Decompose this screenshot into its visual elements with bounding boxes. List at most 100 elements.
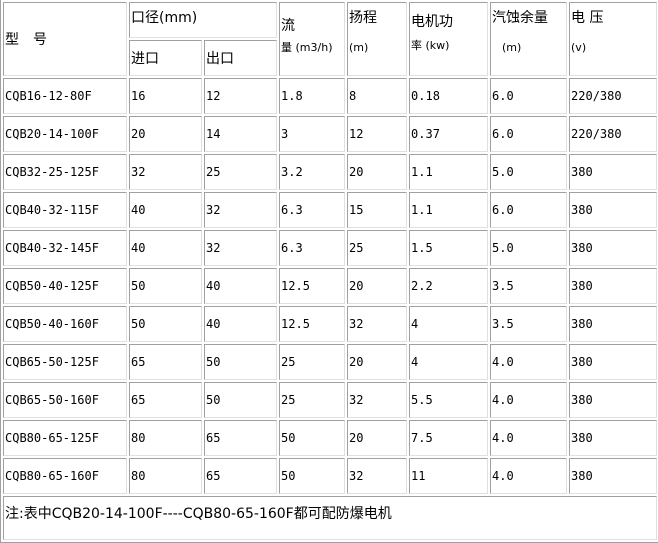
- table-row: CQB65-50-160F 65 50 25 32 5.5 4.0 380: [3, 382, 657, 418]
- table-row: CQB40-32-115F 40 32 6.3 15 1.1 6.0 380: [3, 192, 657, 228]
- npsh-unit: (m): [502, 41, 522, 54]
- cell-npsh: 4.0: [490, 420, 568, 456]
- cell-npsh: 3.5: [490, 306, 568, 342]
- cell-model: CQB40-32-115F: [3, 192, 127, 228]
- cell-flow: 50: [279, 458, 346, 494]
- table-row: CQB50-40-160F 50 40 12.5 32 4 3.5 380: [3, 306, 657, 342]
- cell-voltage: 380: [569, 230, 657, 266]
- power-unit: 率 (kw): [411, 39, 450, 52]
- cell-outlet: 14: [204, 116, 278, 152]
- cell-voltage: 380: [569, 382, 657, 418]
- cell-outlet: 25: [204, 154, 278, 190]
- header-subrow: 进口 出口: [3, 40, 657, 76]
- cell-inlet: 80: [129, 420, 202, 456]
- cell-power: 0.37: [409, 116, 489, 152]
- cell-head: 15: [347, 192, 408, 228]
- cell-inlet: 80: [129, 458, 202, 494]
- head-unit: (m): [349, 41, 369, 54]
- cell-inlet: 20: [129, 116, 202, 152]
- table-row: CQB50-40-125F 50 40 12.5 20 2.2 3.5 380: [3, 268, 657, 304]
- cell-head: 20: [347, 154, 408, 190]
- cell-power: 7.5: [409, 420, 489, 456]
- cell-npsh: 4.0: [490, 344, 568, 380]
- note-row: 注:表中CQB20-14-100F----CQB80-65-160F都可配防爆电…: [3, 496, 657, 540]
- table-row: CQB80-65-160F 80 65 50 32 11 4.0 380: [3, 458, 657, 494]
- cell-inlet: 65: [129, 382, 202, 418]
- cell-outlet: 40: [204, 306, 278, 342]
- cell-voltage: 380: [569, 306, 657, 342]
- cell-inlet: 16: [129, 78, 202, 114]
- cell-outlet: 32: [204, 192, 278, 228]
- cell-power: 4: [409, 344, 489, 380]
- cell-power: 1.1: [409, 154, 489, 190]
- cell-npsh: 6.0: [490, 78, 568, 114]
- flow-unit: 量 (m3/h): [281, 41, 333, 54]
- cell-head: 12: [347, 116, 408, 152]
- cell-head: 25: [347, 230, 408, 266]
- cell-power: 1.1: [409, 192, 489, 228]
- cell-head: 32: [347, 382, 408, 418]
- cell-outlet: 32: [204, 230, 278, 266]
- cell-npsh: 6.0: [490, 116, 568, 152]
- cell-flow: 50: [279, 420, 346, 456]
- header-row: 型 号 口径(mm) 流量 (m3/h) 扬程 (m) 电机功率 (kw) 汽蚀余…: [3, 2, 657, 76]
- cell-power: 0.18: [409, 78, 489, 114]
- table-row: CQB65-50-125F 65 50 25 20 4 4.0 380: [3, 344, 657, 380]
- cell-voltage: 380: [569, 192, 657, 228]
- cell-model: CQB32-25-125F: [3, 154, 127, 190]
- cell-head: 32: [347, 306, 408, 342]
- table-row: CQB32-25-125F 32 25 3.2 20 1.1 5.0 380: [3, 154, 657, 190]
- cell-npsh: 5.0: [490, 230, 568, 266]
- header-model: 型 号: [3, 2, 127, 76]
- cell-flow: 12.5: [279, 268, 346, 304]
- cell-model: CQB40-32-145F: [3, 230, 127, 266]
- cell-flow: 3: [279, 116, 346, 152]
- cell-model: CQB80-65-125F: [3, 420, 127, 456]
- cell-model: CQB50-40-160F: [3, 306, 127, 342]
- cell-outlet: 65: [204, 420, 278, 456]
- cell-head: 20: [347, 344, 408, 380]
- cell-power: 11: [409, 458, 489, 494]
- cell-head: 20: [347, 420, 408, 456]
- cell-power: 2.2: [409, 268, 489, 304]
- cell-inlet: 32: [129, 154, 202, 190]
- table-row: CQB20-14-100F 20 14 3 12 0.37 6.0 220/380: [3, 116, 657, 152]
- cell-head: 20: [347, 268, 408, 304]
- npsh-label: 汽蚀余量: [492, 10, 549, 26]
- header-flow: 流量 (m3/h): [279, 2, 346, 76]
- cell-inlet: 50: [129, 306, 202, 342]
- cell-voltage: 380: [569, 344, 657, 380]
- cell-inlet: 40: [129, 230, 202, 266]
- cell-flow: 3.2: [279, 154, 346, 190]
- cell-model: CQB50-40-125F: [3, 268, 127, 304]
- cell-inlet: 50: [129, 268, 202, 304]
- cell-outlet: 65: [204, 458, 278, 494]
- cell-voltage: 380: [569, 458, 657, 494]
- cell-model: CQB65-50-160F: [3, 382, 127, 418]
- cell-voltage: 380: [569, 268, 657, 304]
- cell-inlet: 40: [129, 192, 202, 228]
- cell-outlet: 12: [204, 78, 278, 114]
- cell-model: CQB20-14-100F: [3, 116, 127, 152]
- cell-model: CQB65-50-125F: [3, 344, 127, 380]
- flow-label: 流: [281, 18, 296, 34]
- cell-voltage: 220/380: [569, 78, 657, 114]
- cell-npsh: 4.0: [490, 458, 568, 494]
- cell-voltage: 380: [569, 420, 657, 456]
- cell-npsh: 4.0: [490, 382, 568, 418]
- cell-outlet: 50: [204, 382, 278, 418]
- head-label: 扬程: [349, 10, 378, 26]
- cell-power: 5.5: [409, 382, 489, 418]
- cell-head: 32: [347, 458, 408, 494]
- cell-power: 4: [409, 306, 489, 342]
- table-row: CQB80-65-125F 80 65 50 20 7.5 4.0 380: [3, 420, 657, 456]
- voltage-label: 电 压: [571, 10, 604, 26]
- cell-flow: 6.3: [279, 192, 346, 228]
- cell-npsh: 5.0: [490, 154, 568, 190]
- cell-npsh: 6.0: [490, 192, 568, 228]
- header-voltage: 电 压 (v): [569, 2, 657, 76]
- cell-voltage: 380: [569, 154, 657, 190]
- header-npsh: 汽蚀余量 (m): [490, 2, 568, 76]
- cell-outlet: 50: [204, 344, 278, 380]
